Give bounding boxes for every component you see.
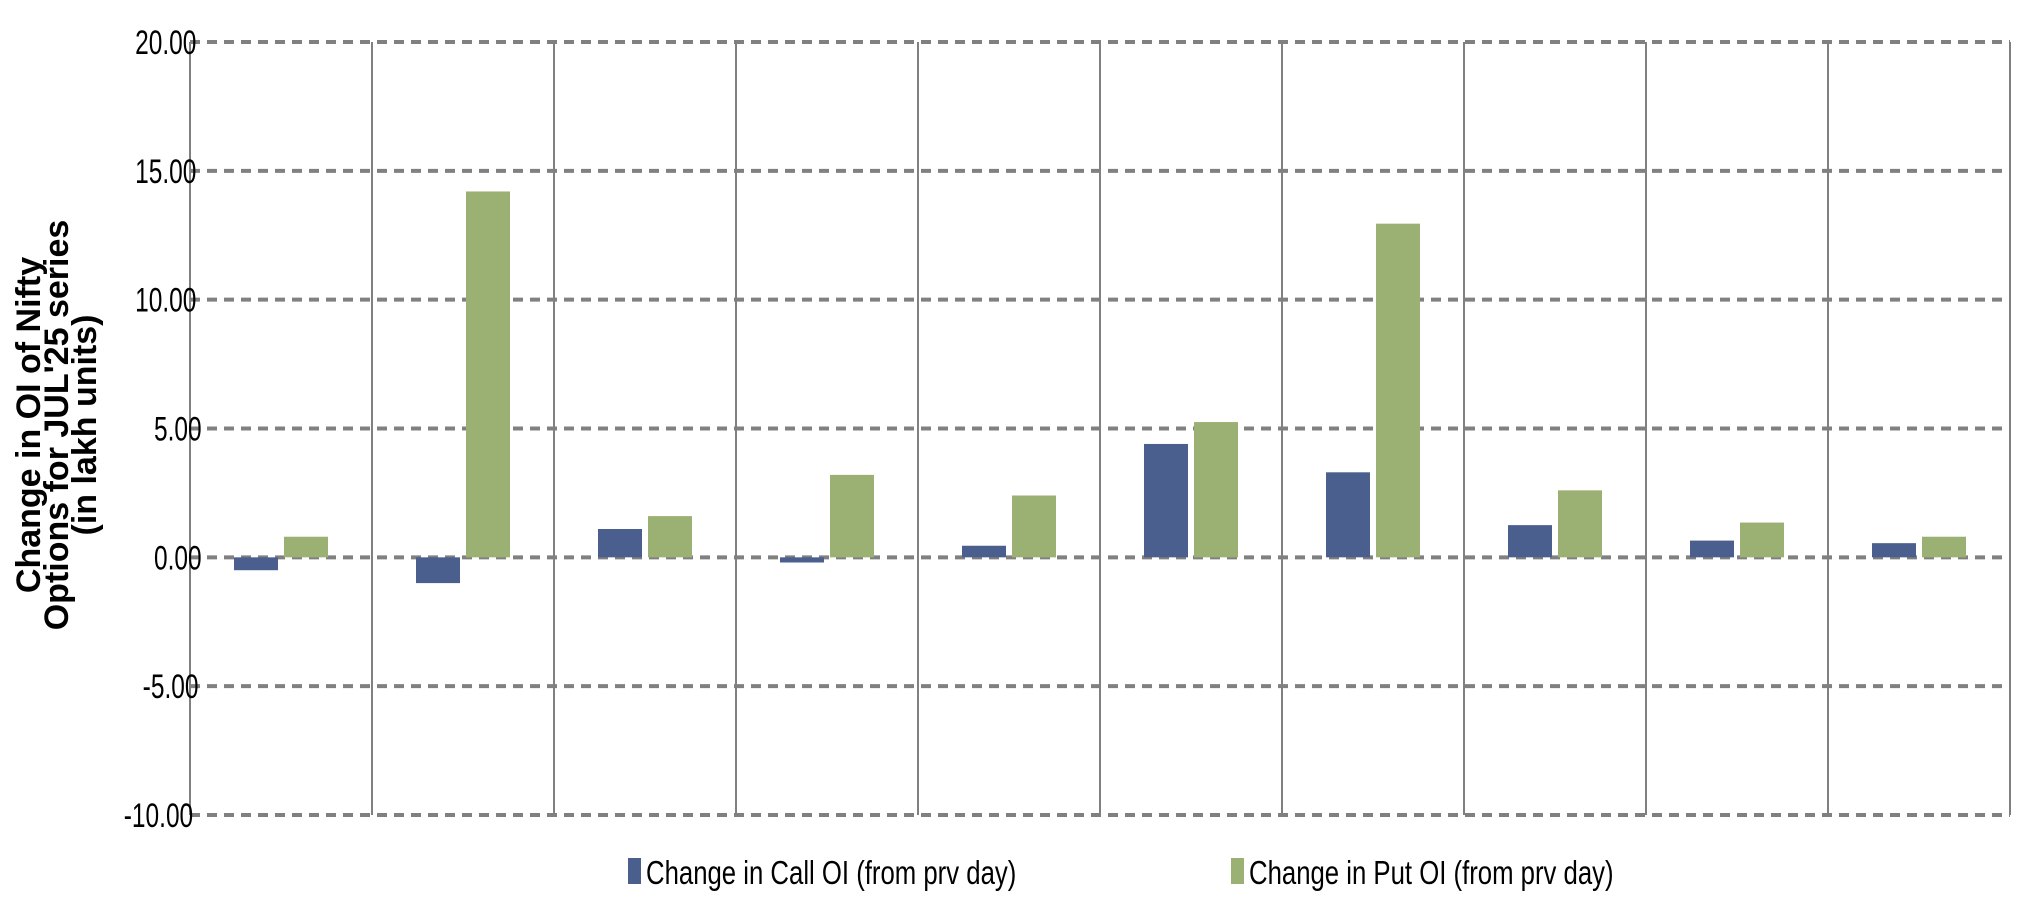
y-axis-title-line-3: (in lakh units) <box>66 315 104 536</box>
bar-put-oi <box>1012 495 1056 558</box>
bar-put-oi <box>1558 490 1602 558</box>
bar-put-oi <box>466 191 510 558</box>
y-axis-title-line-2: Options for JUL'25 series <box>38 220 76 631</box>
legend-label-call: Change in Call OI (from prv day) <box>646 855 1016 892</box>
bar-call-oi <box>1326 472 1370 558</box>
y-tick-label: -5.00 <box>143 668 199 706</box>
bar-call-oi <box>1690 540 1734 558</box>
bars <box>234 191 1966 584</box>
bar-call-oi <box>1508 525 1552 558</box>
bar-call-oi <box>780 557 824 563</box>
y-tick-label: 15.00 <box>135 153 196 191</box>
y-tick-label: 20.00 <box>135 24 196 62</box>
bar-put-oi <box>830 474 874 558</box>
bar-put-oi <box>1922 536 1966 558</box>
legend: Change in Call OI (from prv day) Change … <box>628 855 1614 892</box>
bar-put-oi <box>1740 522 1784 558</box>
bar-put-oi <box>648 516 692 558</box>
y-tick-label: -10.00 <box>124 797 193 835</box>
bar-put-oi <box>284 536 328 558</box>
y-tick-label: 0.00 <box>154 539 202 577</box>
y-axis-title: Change in OI of Nifty Options for JUL'25… <box>10 220 104 631</box>
bar-call-oi <box>598 528 642 558</box>
y-axis-ticks: 20.00 15.00 10.00 5.00 0.00 -5.00 -10.00 <box>124 24 202 835</box>
bar-call-oi <box>234 557 278 571</box>
y-tick-label: 10.00 <box>135 282 196 320</box>
bar-put-oi <box>1194 422 1238 558</box>
gridlines <box>189 40 2011 817</box>
bar-call-oi <box>416 557 460 584</box>
legend-label-put: Change in Put OI (from prv day) <box>1249 855 1614 892</box>
bar-call-oi <box>962 545 1006 558</box>
y-axis-title-line-1: Change in OI of Nifty <box>10 257 48 593</box>
bar-call-oi <box>1872 543 1916 558</box>
legend-swatch-put <box>1231 858 1244 884</box>
bar-put-oi <box>1376 223 1420 558</box>
bar-call-oi <box>1144 443 1188 558</box>
legend-swatch-call <box>628 858 641 884</box>
y-tick-label: 5.00 <box>154 411 202 449</box>
